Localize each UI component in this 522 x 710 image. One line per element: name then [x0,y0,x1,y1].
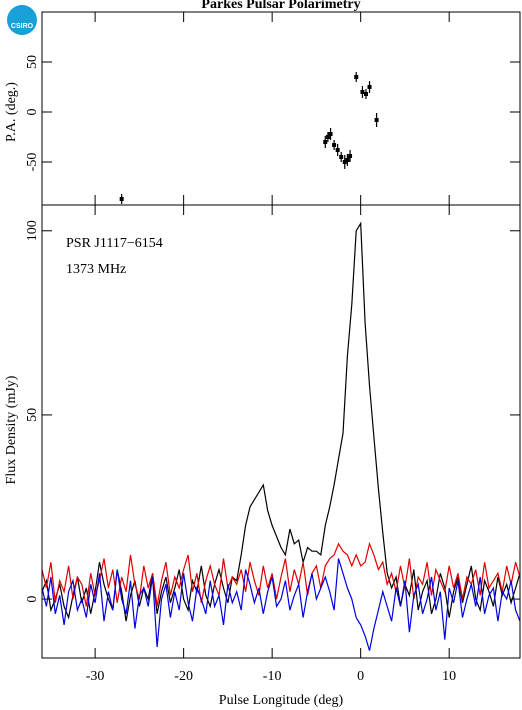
y-tick-label: 50 [25,55,40,69]
y-tick-label: -50 [25,153,40,172]
point [328,132,333,136]
point [335,148,340,152]
point [367,85,372,89]
line-series [42,558,520,651]
x-tick-label: -30 [86,669,105,684]
x-tick-label: -20 [174,669,193,684]
point [323,140,328,144]
y-tick-label: 0 [25,109,40,116]
frame [41,204,521,659]
annotation: PSR J1117−6154 [66,236,163,251]
chart-title: Parkes Pulsar Polarimetry [201,0,360,12]
y-axis-label: Flux Density (mJy) [4,375,19,484]
logo-text: CSIRO [11,23,34,30]
logo: CSIRO [7,5,37,35]
point [363,92,368,96]
x-tick-label: 10 [442,669,456,684]
point [360,90,365,94]
y-tick-label: 50 [25,408,40,422]
point [339,155,344,159]
point [342,160,347,164]
point [325,135,330,139]
point [374,118,379,122]
x-tick-label: -10 [263,669,282,684]
logo-circle [7,5,37,35]
line-series [42,221,520,622]
line-series [42,541,520,607]
frame [41,11,521,206]
x-tick-label: 0 [357,669,364,684]
point [348,154,353,158]
y-tick-label: 100 [25,220,40,241]
y-tick-label: 0 [25,596,40,603]
y-axis-label: P.A. (deg.) [4,82,19,142]
point [345,158,350,162]
annotation: 1373 MHz [66,262,126,277]
point [332,143,337,147]
point [119,197,124,201]
x-axis-label: Pulse Longitude (deg) [219,693,344,708]
point [354,75,359,79]
